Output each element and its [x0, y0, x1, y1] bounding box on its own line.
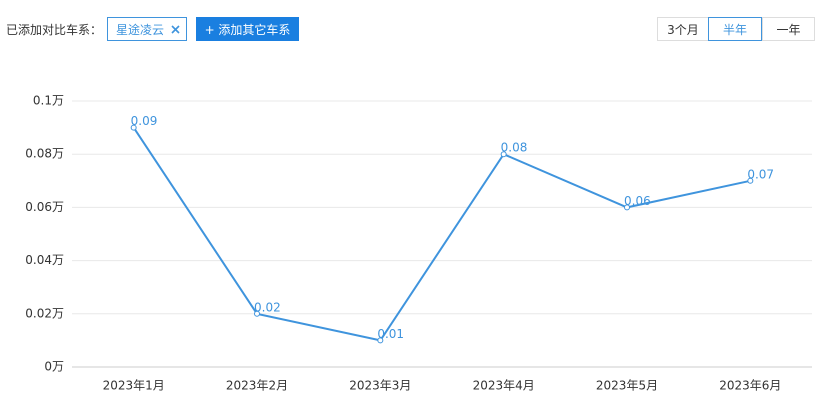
tag[interactable]: 星途凌云: [107, 17, 187, 41]
x-tick-label: 2023年1月: [103, 379, 165, 393]
y-tick-label: 0万: [44, 360, 64, 374]
data-label: 0.02: [254, 300, 281, 314]
y-tick-label: 0.06万: [25, 200, 64, 214]
y-tick-label: 0.04万: [25, 253, 64, 267]
y-tick-label: 0.08万: [25, 147, 64, 161]
data-label: 0.01: [377, 327, 404, 341]
point: [377, 337, 384, 344]
data-label: 0.06: [624, 194, 651, 208]
x-tick-label: 2023年5月: [596, 379, 658, 393]
compare-label: 已添加对比车系：: [6, 22, 103, 37]
data-label: 0.07: [747, 167, 774, 181]
point: [254, 310, 260, 317]
data-label: 0.09: [131, 114, 158, 128]
period-option[interactable]: 一年: [762, 17, 815, 41]
x-tick-label: 2023年6月: [719, 379, 781, 393]
point: [500, 151, 507, 158]
tag-label: 星途凌云: [116, 22, 165, 37]
point: [747, 177, 754, 184]
period-option[interactable]: 半年: [708, 17, 762, 41]
line: [132, 127, 751, 342]
point: [624, 204, 630, 211]
y-tick-label: 0.02万: [25, 306, 64, 320]
x-tick-label: 2023年2月: [226, 379, 288, 393]
x-tick-label: 2023年4月: [473, 379, 535, 393]
x-tick-label: 2023年3月: [349, 379, 411, 393]
add-button[interactable]: + 添加其它车系: [196, 17, 299, 41]
tag-close[interactable]: [171, 25, 180, 34]
period-option[interactable]: 3个月: [657, 17, 709, 41]
y-tick-label: 0.1万: [33, 94, 64, 108]
point: [130, 124, 137, 131]
data-label: 0.08: [501, 141, 528, 155]
